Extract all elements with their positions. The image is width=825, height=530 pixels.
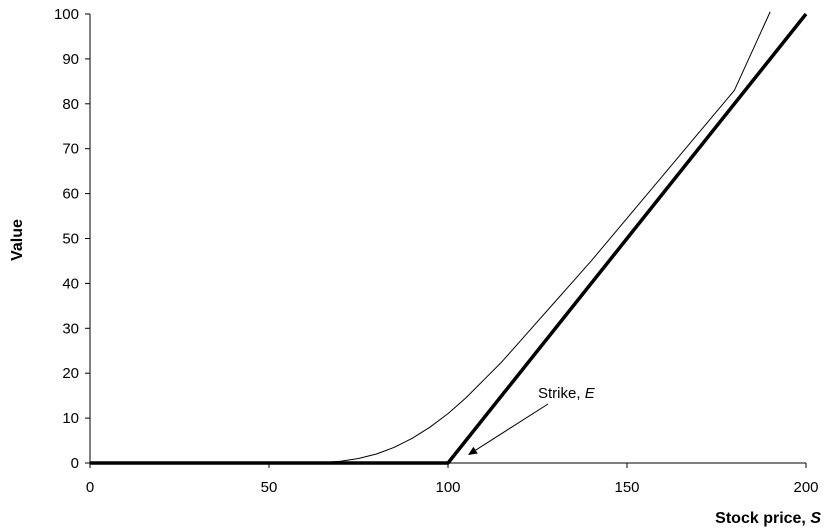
strike-annotation-text: Strike, <box>538 385 585 402</box>
x-axis-title-text: Stock price, <box>715 510 810 527</box>
y-tick-label: 50 <box>62 231 79 248</box>
y-tick-label: 90 <box>62 51 79 68</box>
strike-annotation-label: Strike, E <box>538 385 596 402</box>
y-tick-label: 0 <box>71 455 79 472</box>
x-axis-title-variable: S <box>810 510 821 527</box>
y-axis-title: Value <box>9 219 26 261</box>
y-tick-label: 40 <box>62 275 79 292</box>
x-tick-label: 150 <box>614 479 639 496</box>
strike-annotation-variable: E <box>585 385 596 402</box>
strike-arrow-head <box>468 446 478 455</box>
x-tick-label: 0 <box>86 479 94 496</box>
payoff-line <box>90 12 808 465</box>
strike-annotation: Strike, E <box>468 385 596 455</box>
y-tick-label: 100 <box>54 6 79 23</box>
y-axis-ticks: 0 10 20 30 40 50 60 70 80 90 100 <box>54 6 90 472</box>
y-tick-label: 70 <box>62 141 79 158</box>
option-value-curve <box>90 11 771 464</box>
x-axis-title: Stock price, S <box>715 510 821 527</box>
y-tick-label: 60 <box>62 186 79 203</box>
y-tick-label: 20 <box>62 365 79 382</box>
x-tick-label: 100 <box>435 479 460 496</box>
strike-arrow-line <box>475 403 549 451</box>
x-tick-label: 50 <box>261 479 278 496</box>
series-layer <box>90 11 808 465</box>
y-tick-label: 80 <box>62 96 79 113</box>
y-tick-label: 10 <box>62 410 79 427</box>
x-tick-label: 200 <box>793 479 818 496</box>
x-axis-ticks: 0 50 100 150 200 <box>86 463 819 496</box>
y-tick-label: 30 <box>62 320 79 337</box>
